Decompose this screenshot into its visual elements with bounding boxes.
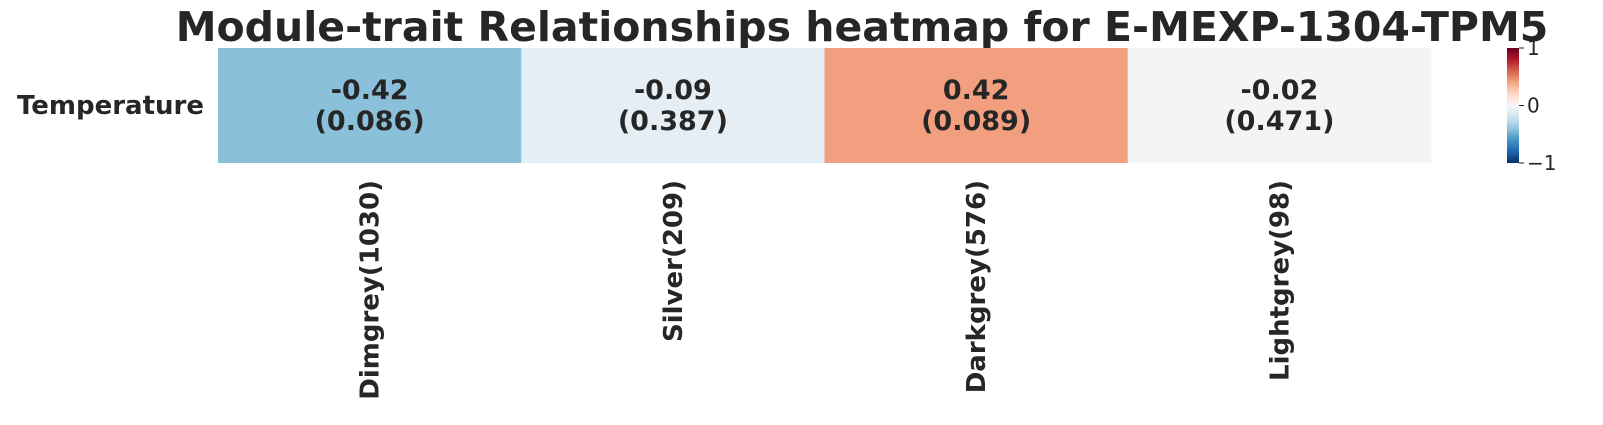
cell-pvalue-label: (0.471) [1224,106,1334,137]
column-labels: Dimgrey(1030) Silver(209) Darkgrey(576) Lig… [356,180,1296,400]
cell-value-label: -0.02 [1240,75,1318,106]
column-label: Lightgrey(98) [1265,180,1295,381]
column-label: Dimgrey(1030) [356,180,386,400]
cell-pvalue-label: (0.086) [315,106,425,137]
colorbar: 1 0 −1 [1507,36,1556,175]
cell-value-label: -0.09 [634,75,712,106]
colorbar-tick-label: 0 [1527,94,1540,118]
heatmap-cell [1127,48,1432,163]
heatmap-cell [824,48,1129,163]
column-label: Silver(209) [659,180,689,342]
colorbar-tick-label: −1 [1527,151,1556,175]
cell-value-label: 0.42 [943,75,1010,106]
cell-pvalue-label: (0.387) [618,106,728,137]
heatmap-cell [218,48,522,163]
cell-value-label: -0.42 [331,75,409,106]
colorbar-gradient [1507,48,1519,163]
cell-pvalue-label: (0.089) [921,106,1031,137]
colorbar-tick-label: 1 [1527,36,1540,60]
column-label: Darkgrey(576) [962,180,992,393]
row-label-temperature: Temperature [17,91,204,121]
heatmap-cell [521,48,825,163]
heatmap-cells: -0.42(0.086) -0.09(0.387) 0.42(0.089) -0.02… [218,48,1432,163]
chart-title: Module-trait Relationships heatmap for E… [176,3,1549,51]
